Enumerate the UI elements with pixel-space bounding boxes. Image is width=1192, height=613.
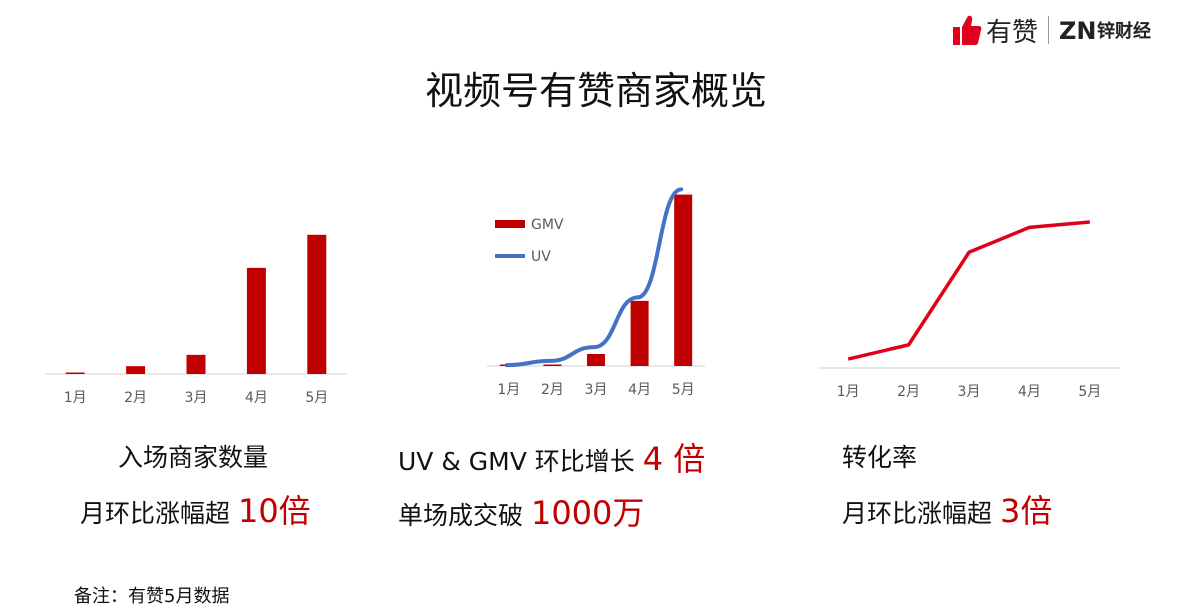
bar: [126, 366, 146, 374]
zn-brand-text: 锌财经: [1097, 21, 1152, 42]
highlight-value: 3倍: [999, 492, 1053, 530]
caption-merchants-growth: 月环比涨幅超 10倍: [80, 486, 311, 532]
merchant-count-bar-chart: 1月 2月 3月 4月 5月: [45, 234, 347, 406]
legend-label-uv: UV: [531, 249, 551, 265]
caption-text: UV & GMV 环比增长: [398, 447, 643, 476]
caption-uv-gmv-growth: UV & GMV 环比增长 4 倍: [398, 434, 705, 480]
x-tick-label: 1月: [64, 390, 87, 406]
bar: [543, 364, 562, 366]
bar: [307, 234, 327, 374]
x-tick-label: 5月: [305, 390, 328, 406]
x-tick-label: 5月: [672, 382, 695, 398]
x-tick-label: 2月: [124, 390, 147, 406]
series-line-uv: [504, 187, 684, 368]
highlight-value: 10倍: [237, 492, 311, 530]
bar: [65, 372, 85, 374]
x-tick-label: 4月: [628, 382, 651, 398]
highlight-value: 1000万: [530, 494, 645, 532]
x-tick-label: 1月: [837, 384, 860, 400]
highlight-value: 4 倍: [642, 440, 706, 478]
x-tick-label: 3月: [958, 384, 981, 400]
youzan-brand-text: 有赞: [986, 17, 1039, 48]
caption-single-session-sales: 单场成交破 1000万: [398, 488, 644, 534]
x-tick-label: 1月: [497, 382, 520, 398]
conversion-rate-line-chart: 1月 2月 3月 4月 5月: [818, 220, 1120, 400]
caption-text: 月环比涨幅超: [842, 499, 1000, 528]
caption-merchants-title: 入场商家数量: [118, 443, 269, 472]
thumbs-up-icon: [953, 15, 982, 45]
bar: [630, 300, 649, 366]
legend-label-gmv: GMV: [531, 217, 564, 233]
page-title: 视频号有赞商家概览: [424, 69, 767, 113]
legend-swatch-gmv: [495, 220, 525, 228]
x-tick-label: 3月: [185, 390, 208, 406]
x-tick-label: 2月: [897, 384, 920, 400]
x-tick-label: 2月: [541, 382, 564, 398]
caption-text: 月环比涨幅超: [80, 499, 238, 528]
x-tick-label: 4月: [1018, 384, 1041, 400]
x-tick-label: 5月: [1078, 384, 1101, 400]
caption-conversion-title: 转化率: [842, 443, 918, 472]
brand-logo: 有赞 ZN 锌财经: [952, 12, 1151, 48]
caption-text: 单场成交破: [398, 501, 531, 530]
series-line-conversion: [847, 220, 1090, 361]
x-tick-label: 4月: [245, 390, 268, 406]
bar: [186, 354, 206, 374]
bar: [246, 267, 266, 374]
svg-text:ZN: ZN: [1059, 17, 1095, 43]
bar: [674, 194, 693, 366]
bar: [587, 354, 605, 366]
footnote: 备注：有赞5月数据: [74, 586, 230, 607]
caption-conversion-growth: 月环比涨幅超 3倍: [842, 486, 1052, 532]
uv-gmv-combo-chart: 1月 2月 3月 4月 5月 GMV UV: [487, 187, 705, 398]
brand-divider: [1048, 16, 1050, 44]
zn-logo-icon: ZN: [1059, 17, 1095, 43]
x-tick-label: 3月: [585, 382, 608, 398]
